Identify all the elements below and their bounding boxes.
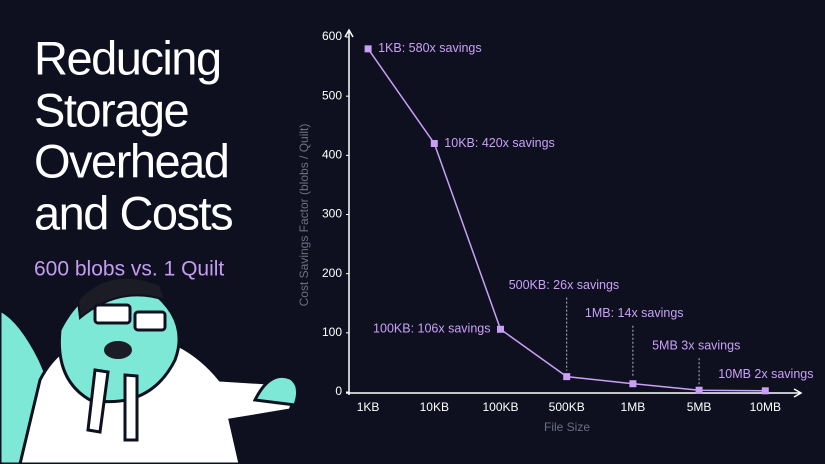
subtitle: 600 blobs vs. 1 Quilt xyxy=(34,258,224,281)
x-axis-title: File Size xyxy=(544,420,590,434)
x-tick-label: 1MB xyxy=(621,400,646,414)
title-line: Storage xyxy=(34,83,188,136)
y-axis-title: Cost Savings Factor (blobs / Quilt) xyxy=(297,124,311,307)
title-line: Overhead xyxy=(34,134,228,187)
y-tick-label: 600 xyxy=(322,29,342,43)
title-line: and Costs xyxy=(34,186,232,239)
x-axis-arrow xyxy=(793,388,803,398)
data-label: 1MB: 14x savings xyxy=(585,306,684,320)
y-tick-label: 100 xyxy=(322,325,342,339)
data-point xyxy=(761,387,769,395)
plot: 0 100 200 300 400 500 600 1KB 10KB 100KB 500KB 1MB 5… xyxy=(322,29,814,414)
data-point xyxy=(430,140,438,147)
data-label: 500KB: 26x savings xyxy=(509,278,620,292)
headline: Reducing Storage Overhead and Costs xyxy=(34,31,234,239)
x-tick-label: 500KB xyxy=(549,400,585,414)
x-tick-label: 10MB xyxy=(750,400,781,414)
y-tick-label: 0 xyxy=(335,384,342,398)
y-tick-label: 200 xyxy=(322,266,342,280)
y-axis-arrow xyxy=(344,28,354,38)
x-tick-label: 100KB xyxy=(482,400,518,414)
data-point xyxy=(364,45,372,53)
y-tick-label: 500 xyxy=(322,88,342,102)
data-label: 5MB 3x savings xyxy=(652,339,740,353)
walrus-illustration xyxy=(0,276,303,464)
axes xyxy=(344,28,803,398)
y-tick-label: 400 xyxy=(322,148,342,162)
title-line: Reducing xyxy=(34,31,221,84)
data-point xyxy=(497,325,504,333)
data-point xyxy=(563,373,571,381)
x-tick-label: 5MB xyxy=(687,400,712,414)
y-tick-label: 300 xyxy=(322,207,342,221)
x-tick-label: 10KB xyxy=(420,400,449,414)
data-point xyxy=(629,380,637,388)
data-label: 100KB: 106x savings xyxy=(373,322,490,336)
data-label: 10KB: 420x savings xyxy=(444,136,555,150)
data-label: 1KB: 580x savings xyxy=(378,41,482,55)
data-label: 10MB 2x savings xyxy=(718,367,813,381)
x-tick-label: 1KB xyxy=(357,400,380,414)
data-point xyxy=(695,386,703,394)
